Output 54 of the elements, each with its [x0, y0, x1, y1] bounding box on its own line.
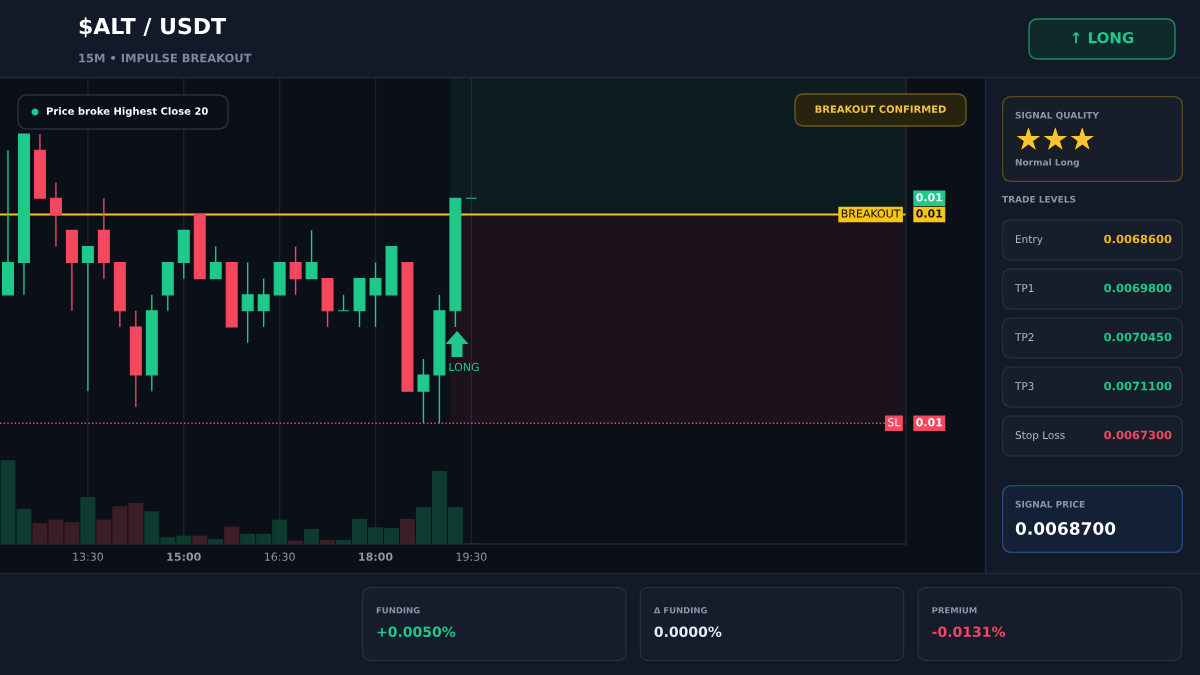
ref-line-label: SL: [888, 418, 901, 427]
category-label: TP3: [1014, 382, 1034, 391]
text: SIGNAL PRICE: [1015, 500, 1085, 508]
category-label: PREMIUM: [932, 607, 977, 614]
text: +0.0050%: [377, 626, 456, 638]
text: ★★★: [1016, 127, 1094, 150]
category-label: Entry: [1016, 235, 1043, 246]
bar: [80, 497, 96, 544]
text: 0.0068600: [1104, 234, 1172, 244]
x-tick-label: 13:30: [73, 552, 103, 561]
ref-line-label: BREAKOUT: [841, 209, 901, 218]
text: BREAKOUT CONFIRMED: [815, 105, 946, 113]
text: Price broke Highest Close 20: [46, 107, 208, 117]
x-tick-label: 19:30: [456, 552, 487, 561]
bar: [192, 535, 208, 544]
text: 0.0069800: [1104, 283, 1172, 293]
annotation: LONG: [449, 362, 479, 372]
bar: [288, 540, 304, 544]
candlestick: [257, 277, 270, 328]
candlestick: [369, 261, 382, 328]
text: 0.0000%: [654, 626, 722, 638]
candlestick: [417, 358, 430, 424]
category-label: Δ FUNDING: [653, 607, 707, 614]
chart-subtitle: 15M • IMPULSE BREAKOUT: [79, 53, 252, 63]
text: TRADE LEVELS: [1002, 195, 1076, 203]
category-label: Stop Loss: [1015, 431, 1065, 442]
candlestick: [49, 181, 62, 248]
x-tick-label: 18:00: [359, 552, 393, 561]
text: 0.0070450: [1104, 332, 1172, 342]
text: Normal Long: [1015, 158, 1079, 168]
bar: [304, 528, 320, 544]
text: 0.0067300: [1104, 430, 1172, 440]
text: -0.0131%: [932, 626, 1006, 638]
bar: [224, 526, 240, 544]
candlestick: [305, 229, 318, 280]
category-label: TP2: [1014, 333, 1034, 341]
category-label: TP1: [1014, 284, 1034, 292]
candlestick: [209, 245, 222, 280]
text: 0.01: [916, 418, 943, 427]
x-tick-label: 15:00: [167, 552, 201, 561]
category-label: FUNDING: [376, 607, 420, 614]
text: 0.01: [916, 209, 943, 218]
text: ↑ LONG: [1072, 32, 1134, 44]
text: 0.01: [916, 193, 943, 202]
chart-title: $ALT / USDT: [79, 17, 226, 38]
bar: [399, 518, 415, 544]
candlestick: [241, 261, 254, 344]
text: 0.0071100: [1104, 381, 1172, 391]
bar: [208, 538, 224, 544]
text: SIGNAL QUALITY: [1015, 111, 1100, 120]
bar: [320, 539, 336, 544]
candlestick: [289, 245, 302, 296]
x-tick-label: 16:30: [264, 552, 295, 561]
text: 0.0068700: [1015, 522, 1116, 535]
